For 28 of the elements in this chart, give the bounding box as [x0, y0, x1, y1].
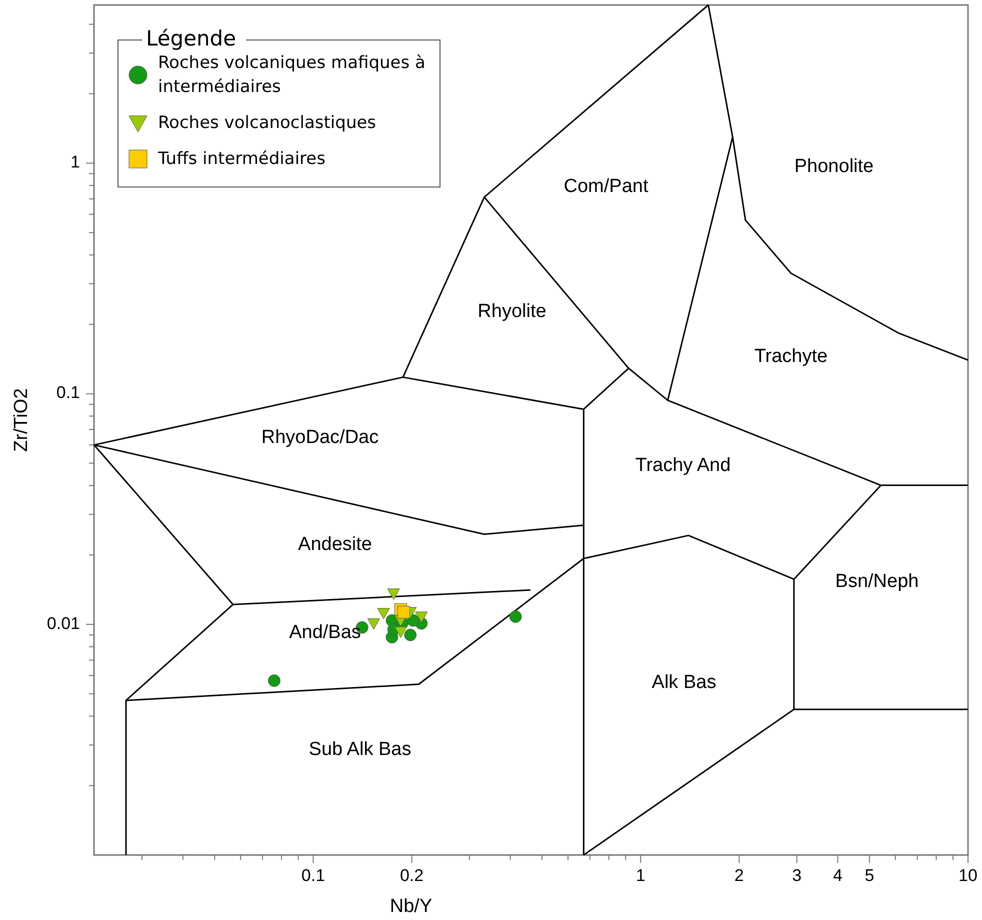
- annotation: RhyoDac/Dac: [261, 427, 379, 448]
- x-axis-title: Nb/Y: [390, 896, 432, 917]
- x-tick-label: 4: [832, 866, 842, 885]
- y-axis-title: Zr/TiO2: [11, 388, 32, 452]
- annotation: And/Bas: [289, 622, 361, 644]
- y-tick-label: 1: [70, 152, 80, 172]
- legend-label: Roches volcanoclastiques: [158, 112, 376, 133]
- x-tick-label: 2: [734, 866, 744, 885]
- x-tick-label: 10: [958, 866, 978, 885]
- annotation: Rhyolite: [478, 301, 546, 322]
- annotation: Sub Alk Bas: [308, 739, 412, 760]
- x-tick-label: 0.2: [400, 866, 424, 885]
- legend-label: Tuffs intermédiaires: [157, 148, 326, 169]
- x-tick-label: 3: [792, 866, 802, 885]
- annotation: Trachy And: [635, 455, 731, 476]
- x-tick-label: 1: [636, 866, 646, 885]
- y-tick-label: 0.01: [46, 614, 80, 633]
- annotation: Phonolite: [794, 156, 874, 178]
- legend-title: Légende: [146, 26, 236, 51]
- annotation: Andesite: [298, 534, 372, 556]
- annotation: Bsn/Neph: [835, 571, 919, 592]
- legend-label: Roches volcaniques mafiques à intermédiaires: [158, 52, 426, 97]
- y-tick-label: 0.1: [56, 383, 80, 402]
- x-tick-label: 0.1: [301, 866, 326, 885]
- x-tick-label: 5: [864, 866, 874, 885]
- annotation: Alk Bas: [652, 672, 716, 694]
- annotation: Trachyte: [754, 346, 828, 368]
- annotation: Com/Pant: [564, 176, 649, 198]
